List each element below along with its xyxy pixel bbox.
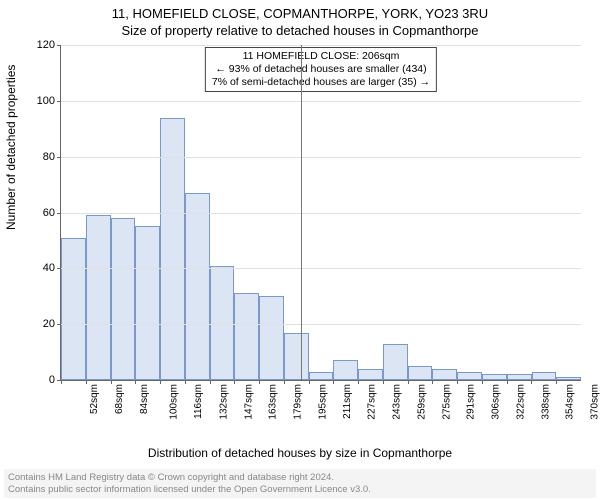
xtick-label: 68sqm [114, 384, 125, 414]
ytick-label: 80 [43, 151, 55, 163]
annotation-line-1: 11 HOMEFIELD CLOSE: 206sqm [212, 50, 430, 63]
xtick-label: 179sqm [293, 384, 304, 420]
footer-line-2: Contains public sector information licen… [8, 484, 592, 495]
gridline [61, 101, 581, 102]
gridline [61, 213, 581, 214]
bar [309, 372, 334, 380]
xtick-label: 306sqm [491, 384, 502, 420]
ytick-label: 120 [37, 39, 55, 51]
plot-area: 11 HOMEFIELD CLOSE: 206sqm ← 93% of deta… [60, 45, 581, 381]
bar [284, 333, 309, 380]
xtick-label: 259sqm [416, 384, 427, 420]
bar [507, 374, 532, 380]
xtick-mark [210, 380, 211, 384]
xtick-label: 354sqm [565, 384, 576, 420]
ytick-label: 0 [49, 374, 55, 386]
xtick-label: 147sqm [243, 384, 254, 420]
xtick-label: 370sqm [590, 384, 600, 420]
gridline [61, 157, 581, 158]
footer: Contains HM Land Registry data © Crown c… [4, 469, 596, 498]
x-axis-label: Distribution of detached houses by size … [0, 446, 600, 460]
ytick-mark [57, 157, 61, 158]
bar [432, 369, 457, 380]
xtick-mark [556, 380, 557, 384]
bar [532, 372, 557, 380]
xtick-mark [333, 380, 334, 384]
xtick-mark [309, 380, 310, 384]
xtick-label: 163sqm [268, 384, 279, 420]
ytick-label: 100 [37, 95, 55, 107]
title-line-2: Size of property relative to detached ho… [0, 23, 600, 38]
bar [457, 372, 482, 380]
xtick-mark [259, 380, 260, 384]
bar [358, 369, 383, 380]
xtick-label: 100sqm [169, 384, 180, 420]
y-axis-label: Number of detached properties [4, 65, 18, 230]
xtick-mark [408, 380, 409, 384]
gridline [61, 324, 581, 325]
bar [234, 293, 259, 380]
xtick-label: 338sqm [540, 384, 551, 420]
xtick-mark [507, 380, 508, 384]
ytick-label: 60 [43, 207, 55, 219]
xtick-mark [135, 380, 136, 384]
ytick-label: 20 [43, 318, 55, 330]
ytick-mark [57, 268, 61, 269]
xtick-mark [457, 380, 458, 384]
ytick-mark [57, 213, 61, 214]
xtick-mark [160, 380, 161, 384]
bar [185, 193, 210, 380]
reference-line [301, 45, 302, 380]
xtick-mark [531, 380, 532, 384]
xtick-label: 132sqm [218, 384, 229, 420]
bar [61, 238, 86, 380]
xtick-mark [86, 380, 87, 384]
gridline [61, 268, 581, 269]
annotation-line-2: ← 93% of detached houses are smaller (43… [212, 63, 430, 76]
bar [259, 296, 284, 380]
xtick-mark [432, 380, 433, 384]
gridline [61, 45, 581, 46]
bar [383, 344, 408, 380]
xtick-label: 195sqm [317, 384, 328, 420]
xtick-label: 84sqm [139, 384, 150, 414]
xtick-mark [185, 380, 186, 384]
xtick-mark [383, 380, 384, 384]
chart-container: 11, HOMEFIELD CLOSE, COPMANTHORPE, YORK,… [0, 0, 600, 500]
bar [111, 218, 136, 380]
bar [408, 366, 433, 380]
xtick-mark [111, 380, 112, 384]
bar [210, 266, 235, 380]
ytick-mark [57, 324, 61, 325]
xtick-label: 211sqm [341, 384, 352, 419]
ytick-mark [57, 101, 61, 102]
footer-line-1: Contains HM Land Registry data © Crown c… [8, 472, 592, 483]
bar [333, 360, 358, 380]
xtick-mark [61, 380, 62, 384]
title-line-1: 11, HOMEFIELD CLOSE, COPMANTHORPE, YORK,… [0, 6, 600, 21]
annotation-box: 11 HOMEFIELD CLOSE: 206sqm ← 93% of deta… [205, 47, 437, 92]
xtick-label: 322sqm [516, 384, 527, 420]
annotation-line-3: 7% of semi-detached houses are larger (3… [212, 76, 430, 89]
bar [482, 374, 507, 380]
bar [135, 226, 160, 380]
ytick-mark [57, 45, 61, 46]
xtick-mark [482, 380, 483, 384]
xtick-mark [234, 380, 235, 384]
bar [86, 215, 111, 380]
bar [556, 377, 581, 380]
xtick-label: 116sqm [193, 384, 204, 419]
xtick-label: 52sqm [89, 384, 100, 414]
xtick-label: 275sqm [441, 384, 452, 420]
xtick-label: 227sqm [367, 384, 378, 420]
xtick-label: 243sqm [392, 384, 403, 420]
xtick-mark [358, 380, 359, 384]
xtick-label: 291sqm [466, 384, 477, 420]
ytick-label: 40 [43, 262, 55, 274]
xtick-mark [284, 380, 285, 384]
